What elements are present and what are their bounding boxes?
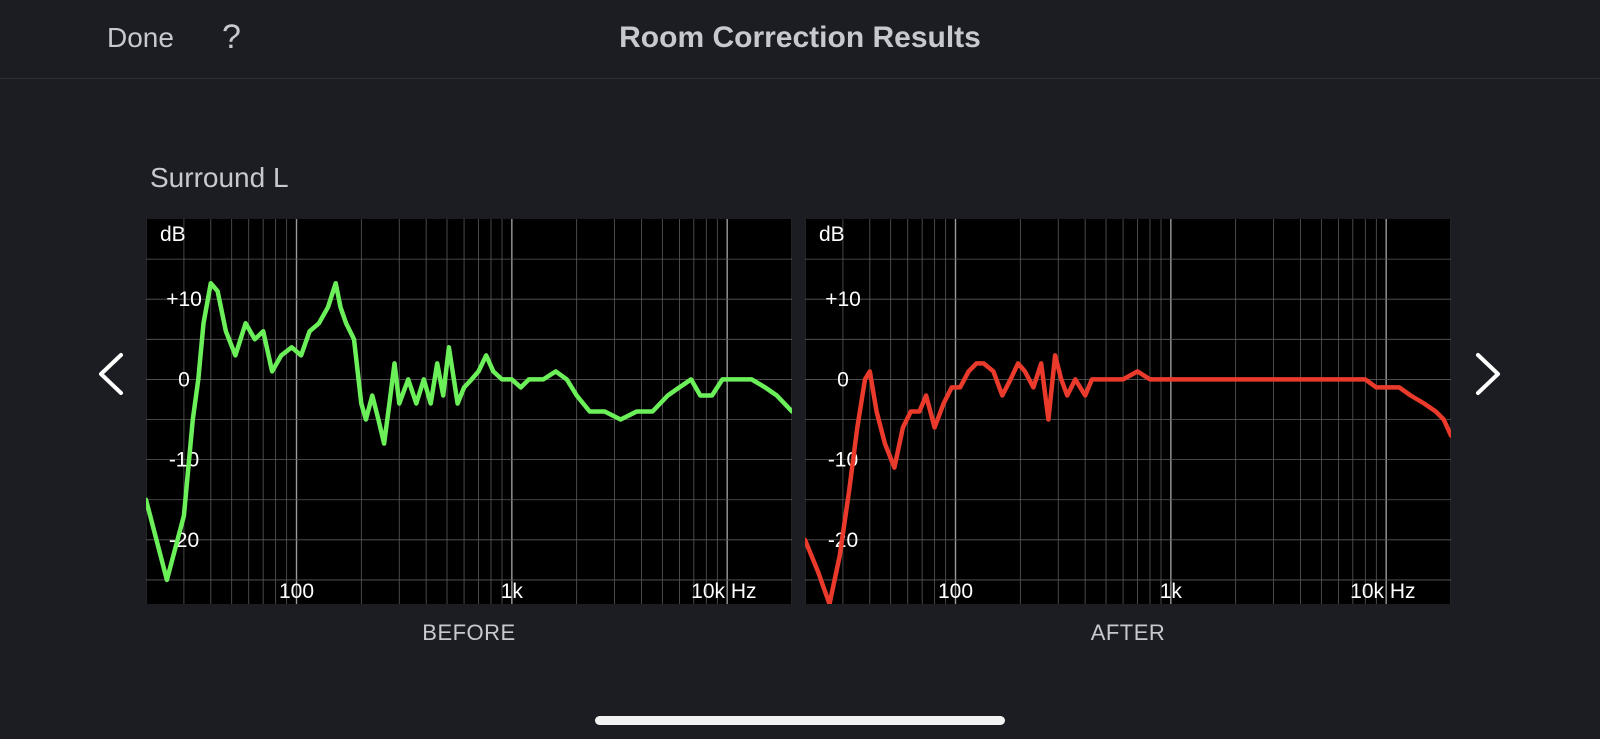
top-bar: Done ? Room Correction Results <box>0 0 1600 79</box>
y-tick-label: +10 <box>825 288 861 311</box>
done-button[interactable]: Done <box>107 22 174 53</box>
x-tick-label: 1k <box>501 580 524 603</box>
response-curve <box>146 280 792 583</box>
y-axis-label: dB <box>160 223 186 246</box>
chart-grid <box>805 219 1451 604</box>
y-tick-label: 0 <box>178 368 190 391</box>
help-icon[interactable]: ? <box>222 18 241 56</box>
speaker-name: Surround L <box>150 162 289 193</box>
x-tick-label: 100 <box>938 580 973 603</box>
x-tick-label: 10k Hz <box>1350 580 1415 603</box>
chevron-left-icon[interactable] <box>96 352 126 401</box>
after-chart: dB +10 0 -10 -20 100 1k 10k Hz <box>805 219 1451 604</box>
y-tick-label: +10 <box>166 288 202 311</box>
before-chart: dB +10 0 -10 -20 100 1k 10k Hz <box>146 219 792 604</box>
page-title: Room Correction Results <box>619 21 981 54</box>
x-tick-label: 10k Hz <box>691 580 756 603</box>
before-label: BEFORE <box>422 620 516 645</box>
after-label: AFTER <box>1090 620 1166 645</box>
x-tick-label: 100 <box>279 580 314 603</box>
y-tick-label: -10 <box>169 449 199 472</box>
chevron-right-icon[interactable] <box>1473 352 1503 401</box>
chart-grid <box>146 219 792 604</box>
response-curve <box>805 353 1451 604</box>
y-tick-label: 0 <box>837 368 849 391</box>
home-indicator[interactable] <box>595 716 1005 725</box>
y-axis-label: dB <box>819 223 845 246</box>
x-tick-label: 1k <box>1160 580 1183 603</box>
